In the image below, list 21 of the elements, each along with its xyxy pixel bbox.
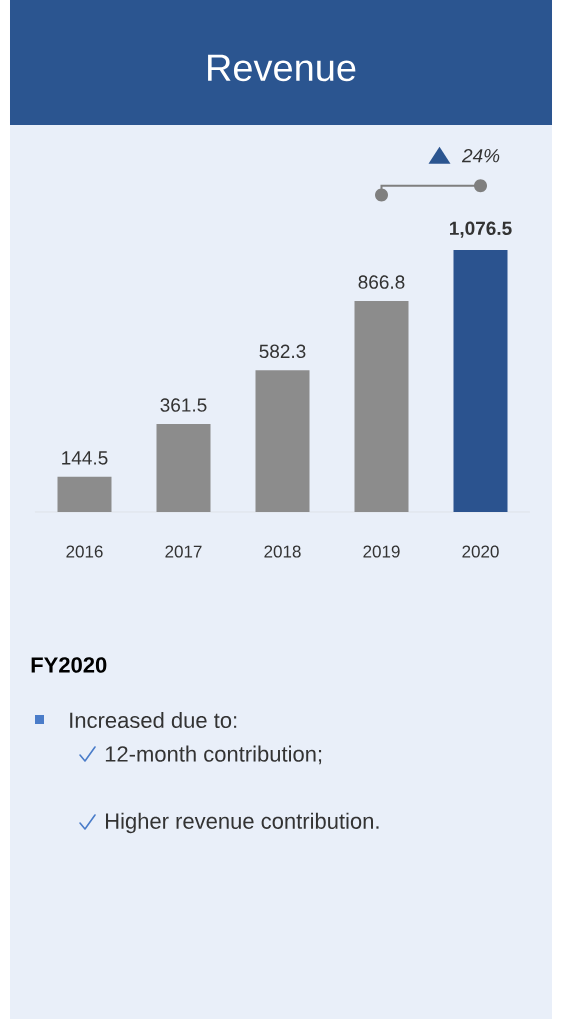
data-label: 1,076.5 xyxy=(450,221,512,238)
text: FY2020 xyxy=(31,657,107,673)
bar xyxy=(255,370,310,512)
chart-title: Revenue xyxy=(208,54,356,82)
bar xyxy=(57,476,112,512)
text: Higher revenue contribution. xyxy=(106,812,379,834)
x-tick-label: 2016 xyxy=(66,545,103,558)
data-label: 866.8 xyxy=(358,275,405,289)
bar xyxy=(156,424,211,512)
text: 24% xyxy=(461,148,500,163)
x-tick-label: 2020 xyxy=(462,545,499,558)
text: Increased due to: xyxy=(70,711,237,729)
text: 12-month contribution; xyxy=(105,745,322,765)
x-tick-label: 2019 xyxy=(363,545,400,558)
bar xyxy=(354,301,409,512)
data-label: 144.5 xyxy=(62,451,108,465)
bar xyxy=(453,249,508,512)
data-label: 361.5 xyxy=(160,398,207,412)
x-tick-label: 2018 xyxy=(264,545,301,558)
data-label: 582.3 xyxy=(259,344,306,359)
x-tick-label: 2017 xyxy=(165,545,202,558)
